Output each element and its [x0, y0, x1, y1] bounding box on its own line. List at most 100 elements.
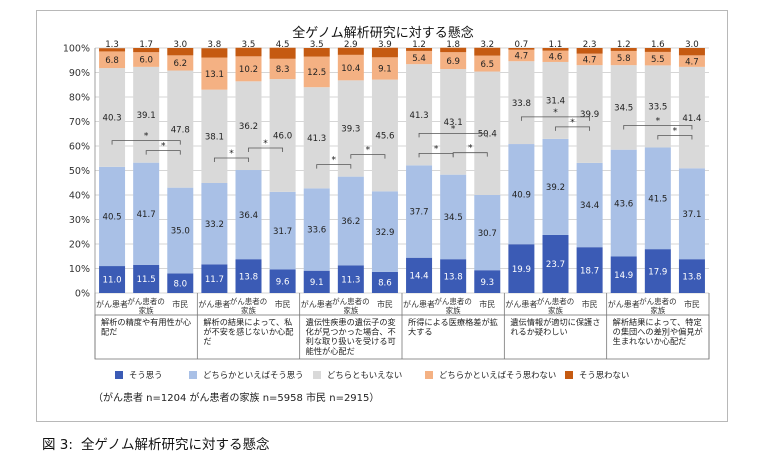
x-tick-label: 家族: [241, 305, 256, 315]
bar-segment: [644, 65, 671, 148]
bar-segment: [167, 70, 194, 188]
x-tick-label: 市民: [684, 299, 700, 309]
data-label: 43.1: [444, 118, 463, 128]
bar-segment: [201, 89, 228, 183]
bar-segment: [303, 56, 330, 88]
bar-segment: [474, 270, 501, 293]
data-label: 3.0: [685, 40, 699, 50]
data-label: 1.2: [412, 40, 426, 50]
y-tick-label: 20%: [69, 240, 90, 251]
bar-segment: [235, 47, 262, 57]
data-label: 31.7: [273, 227, 292, 237]
legend-label: どちらかといえばそう思う: [203, 370, 304, 380]
significance-bracket: [350, 154, 386, 159]
data-label: 39.1: [137, 111, 156, 121]
data-label: 13.1: [205, 70, 224, 80]
data-label: 47.8: [171, 125, 190, 135]
bar-segment: [440, 174, 467, 260]
bar-segment: [235, 259, 262, 293]
data-label: 11.7: [205, 275, 224, 285]
bar-segment: [99, 266, 126, 293]
bar-segment: [440, 259, 467, 293]
data-label: 38.1: [205, 133, 224, 143]
x-tick-label: がん患者の: [434, 296, 472, 306]
bar-segment: [269, 58, 296, 80]
bar-segment: [303, 87, 330, 189]
group-label: 遺伝情報が適切に保護さ: [510, 317, 600, 327]
figure-number: 図 3:: [42, 437, 73, 453]
data-label: 33.2: [205, 220, 224, 230]
x-tick-label: がん患者: [96, 299, 128, 309]
bar-segment: [337, 176, 364, 266]
legend-label: どちらかといえばそう思わない: [439, 370, 556, 380]
x-tick-label: がん患者: [198, 299, 230, 309]
legend-swatch: [189, 371, 197, 379]
bar-segment: [678, 66, 705, 169]
data-label: 1.1: [549, 40, 563, 50]
y-tick-label: 30%: [69, 215, 90, 226]
significance-marker: *: [332, 156, 337, 166]
data-label: 4.6: [549, 53, 563, 63]
significance-marker: *: [673, 126, 678, 136]
data-label: 2.9: [344, 40, 358, 50]
data-label: 1.7: [139, 40, 153, 50]
significance-marker: *: [434, 144, 439, 154]
data-label: 6.0: [139, 56, 153, 66]
bar-segment: [167, 273, 194, 293]
data-label: 11.5: [137, 275, 156, 285]
significance-marker: *: [263, 139, 268, 149]
data-label: 11.0: [102, 276, 121, 286]
group-label: 利な取り扱いを受ける可: [306, 336, 396, 346]
bar-segment: [201, 48, 228, 58]
group-label: 解析の結果によって、私: [203, 317, 292, 327]
bar-segment: [303, 270, 330, 293]
data-label: 3.5: [310, 40, 324, 50]
bar-segment: [678, 55, 705, 67]
bar-segment: [371, 191, 398, 272]
bar-segment: [576, 53, 603, 66]
x-tick-label: がん患者の: [127, 296, 165, 306]
bar-segment: [269, 269, 296, 293]
data-label: 41.5: [648, 195, 667, 205]
bar-segment: [474, 47, 501, 56]
data-label: 9.6: [276, 277, 290, 287]
bar-segment: [610, 65, 637, 150]
data-label: 5.5: [651, 55, 665, 65]
data-label: 9.3: [480, 278, 494, 288]
bar-segment: [542, 138, 569, 235]
bar-segment: [542, 61, 569, 139]
bar-segment: [406, 257, 433, 293]
bar-segment: [167, 55, 194, 71]
data-label: 6.2: [173, 59, 187, 69]
data-label: 39.2: [546, 183, 565, 193]
significance-bracket: [452, 152, 488, 157]
significance-bracket: [213, 157, 249, 163]
x-tick-label: がん患者の: [332, 296, 370, 306]
significance-bracket: [248, 147, 284, 153]
data-label: 39.3: [341, 125, 360, 135]
significance-marker: *: [144, 132, 149, 142]
y-tick-label: 100%: [63, 44, 90, 55]
bar-segment: [576, 65, 603, 163]
data-label: 3.8: [208, 40, 222, 50]
data-label: 34.5: [444, 213, 463, 223]
group-label: 遺伝性疾患の遺伝子の変: [306, 317, 396, 327]
data-label: 1.6: [651, 40, 665, 50]
group-label: だ: [203, 336, 211, 346]
data-label: 19.9: [512, 265, 531, 275]
data-label: 37.1: [682, 210, 701, 220]
data-label: 34.4: [580, 201, 599, 211]
group-label: 所得による医療格差が拡: [408, 317, 498, 327]
significance-bracket: [520, 116, 591, 121]
bar-segment: [644, 51, 671, 66]
data-label: 5.4: [412, 54, 426, 64]
data-label: 41.3: [307, 134, 326, 144]
group-label: が不安を感じないか心配: [203, 327, 293, 337]
data-label: 37.7: [409, 208, 428, 218]
data-label: 13.8: [239, 272, 258, 282]
data-label: 4.7: [515, 52, 529, 62]
bar-segment: [371, 271, 398, 293]
x-tick-label: 家族: [139, 305, 154, 315]
x-tick-label: がん患者の: [230, 296, 268, 306]
bar-segment: [508, 244, 535, 293]
